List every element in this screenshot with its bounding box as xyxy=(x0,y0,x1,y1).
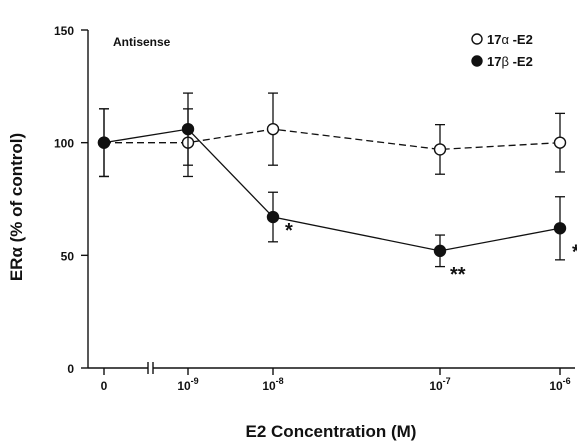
data-point xyxy=(553,222,567,235)
x-tick-label: 10-6 xyxy=(549,376,570,393)
legend-label-part: β xyxy=(501,54,508,69)
y-tick-label: 150 xyxy=(54,24,74,38)
legend-label: 17α -E2 xyxy=(487,32,533,47)
y-tick-label: 50 xyxy=(61,249,75,263)
y-tick-label: 0 xyxy=(67,362,74,376)
x-tick-exponent: -9 xyxy=(191,376,199,386)
x-tick-label: 10-9 xyxy=(177,376,198,393)
x-tick-label: 0 xyxy=(101,379,108,393)
x-axis-title: E2 Concentration (M) xyxy=(246,422,417,441)
x-ticks: 0 10-9 10-8 10-7 10-6 xyxy=(101,368,571,393)
legend-label-part: 17 xyxy=(487,32,501,47)
y-tick-label: 100 xyxy=(54,137,74,151)
data-point xyxy=(433,143,447,156)
legend-marker xyxy=(471,55,483,67)
axis-break xyxy=(147,362,154,374)
legend-label-part: α xyxy=(501,32,509,47)
series-line xyxy=(103,128,561,252)
significance-marker: * xyxy=(285,220,293,242)
x-tick-exponent: -8 xyxy=(276,376,284,386)
significance-marker: ** xyxy=(450,264,466,286)
y-ticks: 0 50 100 150 xyxy=(54,24,88,376)
panel-label: Antisense xyxy=(113,35,171,49)
x-tick-exponent: -7 xyxy=(443,376,451,386)
data-point xyxy=(433,244,447,258)
legend-label-part: 17 xyxy=(487,54,501,69)
series-layer xyxy=(97,92,567,268)
data-point xyxy=(181,122,195,136)
data-point xyxy=(266,122,280,136)
legend-label-part: -E2 xyxy=(509,32,533,47)
x-tick-label: 10-8 xyxy=(262,376,283,393)
significance-marker: * xyxy=(572,241,577,263)
axes: 0 50 100 150 0 10-9 10-8 10-7 10-6 xyxy=(54,24,575,393)
series-1 xyxy=(97,92,567,178)
x-tick-exponent: -6 xyxy=(563,376,571,386)
legend-label-part: -E2 xyxy=(509,54,533,69)
data-point xyxy=(266,210,280,224)
data-point xyxy=(97,136,111,149)
y-axis-title: ERα (% of control) xyxy=(7,133,26,281)
series-2 xyxy=(97,92,567,268)
annotation-layer: **** xyxy=(285,220,577,286)
legend-marker xyxy=(471,33,483,45)
data-point xyxy=(553,136,567,149)
x-tick-label: 10-7 xyxy=(429,376,450,393)
legend-label: 17β -E2 xyxy=(487,54,533,69)
